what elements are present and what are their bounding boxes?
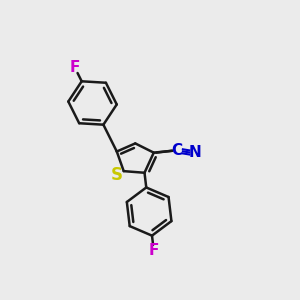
Text: F: F [70, 60, 80, 75]
Text: N: N [188, 145, 201, 160]
Text: C: C [171, 143, 182, 158]
Text: F: F [148, 243, 159, 258]
Text: S: S [110, 166, 122, 184]
